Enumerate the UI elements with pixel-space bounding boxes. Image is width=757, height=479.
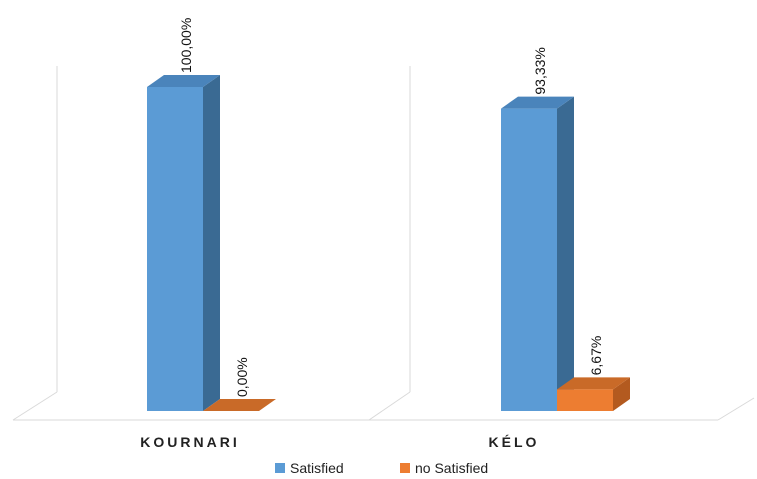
bar-top-kournari-satisfied — [147, 75, 220, 87]
bar-k-lo-satisfied — [501, 108, 557, 411]
chart-bars — [147, 75, 630, 411]
category-label-0: KOURNARI — [140, 434, 239, 450]
bar-side-k-lo-satisfied — [557, 96, 574, 411]
chart-data-labels: 100,00% 0,00% 93,33% 6,67% — [178, 18, 604, 397]
data-label-k-lo-satisfied: 93,33% — [532, 47, 548, 94]
floor-right-edge — [717, 397, 755, 421]
bar-k-lo-no-satisfied — [557, 389, 613, 411]
data-label-k-lo-no-satisfied: 6,67% — [588, 336, 604, 376]
legend-label-1: no Satisfied — [415, 460, 488, 476]
data-label-kournari-no-satisfied: 0,00% — [234, 357, 250, 397]
chart-category-labels: KOURNARI KÉLO — [140, 434, 540, 450]
legend-label-0: Satisfied — [290, 460, 344, 476]
bar-top-k-lo-no-satisfied — [557, 377, 630, 390]
floor-side-edge-0 — [12, 391, 58, 421]
bar-side-kournari-satisfied — [203, 75, 220, 411]
chart-walls — [12, 66, 755, 421]
bar-side-k-lo-no-satisfied — [613, 377, 630, 411]
bar-top-kournari-no-satisfied — [203, 399, 276, 411]
data-label-kournari-satisfied: 100,00% — [178, 18, 194, 73]
category-label-1: KÉLO — [489, 434, 540, 450]
legend-swatch-1 — [400, 463, 410, 473]
floor-side-edge-1 — [368, 391, 411, 421]
chart-legend: Satisfied no Satisfied — [275, 460, 488, 476]
legend-swatch-0 — [275, 463, 285, 473]
bar-kournari-satisfied — [147, 87, 203, 411]
bar-top-k-lo-satisfied — [501, 96, 574, 109]
